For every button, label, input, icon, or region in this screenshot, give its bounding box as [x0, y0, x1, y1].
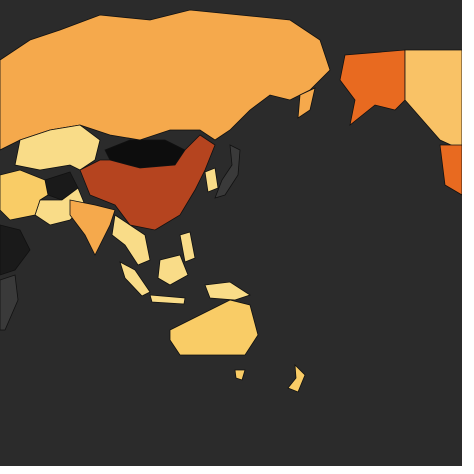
sumatra — [119, 261, 151, 297]
australia — [169, 299, 259, 356]
iran — [0, 169, 49, 221]
philippines — [179, 231, 196, 263]
border — [462, 0, 474, 474]
arabia — [0, 224, 31, 276]
india — [69, 199, 116, 256]
japan — [214, 144, 241, 199]
tasmania — [234, 369, 246, 381]
new-zealand — [287, 363, 306, 393]
new-guinea — [204, 281, 251, 301]
southeast-asia — [111, 214, 151, 266]
borneo — [157, 254, 189, 286]
africa-horn — [0, 274, 19, 331]
china — [79, 134, 216, 231]
kamchatka — [297, 87, 316, 119]
border — [0, 466, 474, 474]
java — [149, 294, 186, 305]
central-asia — [14, 124, 101, 171]
korea — [204, 167, 219, 193]
